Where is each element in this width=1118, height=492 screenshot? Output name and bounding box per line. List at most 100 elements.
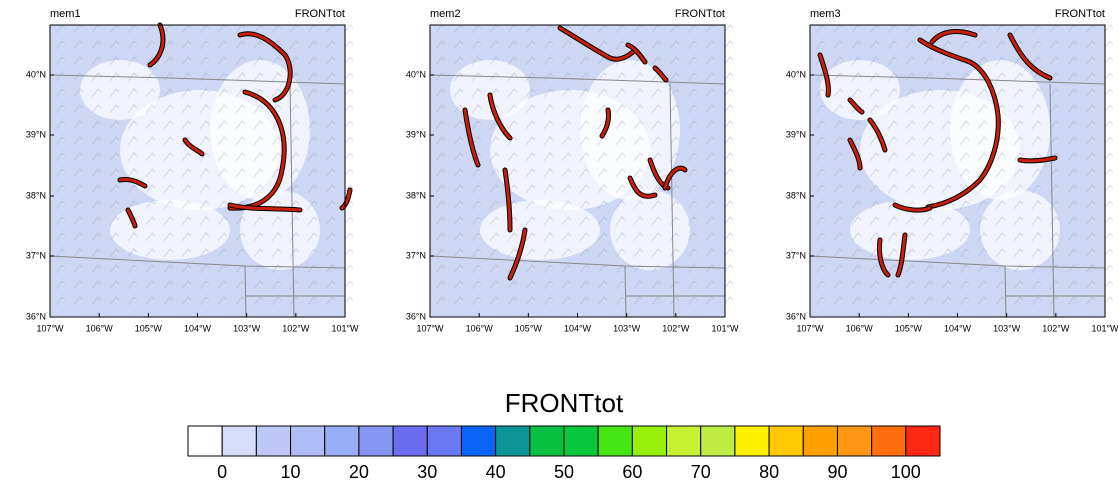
wind-barb — [73, 248, 84, 258]
wind-barb — [271, 88, 282, 98]
wind-barb — [851, 120, 862, 130]
wind-barb — [833, 152, 844, 162]
wind-barb — [289, 248, 300, 258]
wind-barb — [815, 200, 826, 210]
wind-barb — [1031, 200, 1042, 210]
lat-label: 39°N — [786, 129, 806, 139]
wind-barb — [941, 296, 952, 306]
wind-barb — [579, 88, 590, 98]
wind-barb — [325, 168, 336, 178]
wind-barb — [525, 216, 536, 226]
wind-barb — [343, 120, 354, 130]
wind-barb — [489, 232, 500, 242]
low-value-area — [580, 60, 680, 200]
wind-barb — [887, 120, 898, 130]
colorbar-box — [597, 425, 633, 457]
wind-barb — [561, 200, 572, 210]
wind-barb — [199, 56, 210, 66]
wind-barb — [235, 232, 246, 242]
wind-barb — [1013, 120, 1024, 130]
wind-barb — [91, 232, 102, 242]
wind-barb — [235, 296, 246, 306]
wind-barb — [579, 200, 590, 210]
wind-barb — [977, 152, 988, 162]
wind-barb — [73, 232, 84, 242]
wind-barb — [1085, 136, 1096, 146]
wind-barb — [597, 168, 608, 178]
wind-barb — [869, 296, 880, 306]
wind-barb — [163, 184, 174, 194]
wind-barb — [91, 56, 102, 66]
wind-barb — [869, 232, 880, 242]
wind-barb — [163, 152, 174, 162]
wind-barb — [1085, 168, 1096, 178]
wind-barb — [905, 136, 916, 146]
colorbar-label: 60 — [622, 462, 642, 482]
lat-label: 40°N — [786, 69, 806, 79]
wind-barb — [181, 56, 192, 66]
wind-barb — [633, 232, 644, 242]
wind-barb — [435, 120, 446, 130]
wind-barb — [145, 200, 156, 210]
wind-barb — [1031, 184, 1042, 194]
wind-barb — [815, 232, 826, 242]
wind-barb — [887, 280, 898, 290]
wind-barb — [453, 72, 464, 82]
wind-barb — [253, 184, 264, 194]
wind-barb — [543, 232, 554, 242]
wind-barb — [687, 152, 698, 162]
wind-barb — [199, 40, 210, 50]
state-border — [669, 83, 675, 318]
wind-barb — [307, 136, 318, 146]
wind-barb — [127, 168, 138, 178]
panel-member: mem3 — [810, 8, 841, 20]
wind-barb — [1103, 232, 1114, 242]
wind-barb — [1067, 232, 1078, 242]
wind-barb — [833, 216, 844, 226]
wind-barb — [145, 72, 156, 82]
wind-barb — [109, 56, 120, 66]
wind-barb — [1103, 248, 1114, 258]
wind-barb — [289, 104, 300, 114]
wind-barb — [127, 40, 138, 50]
front-line — [126, 208, 137, 228]
wind-barb — [489, 184, 500, 194]
wind-barb — [1103, 120, 1114, 130]
wind-barb — [525, 136, 536, 146]
wind-barb — [343, 56, 354, 66]
wind-barb — [1103, 152, 1114, 162]
wind-barb — [687, 136, 698, 146]
wind-barb — [1103, 136, 1114, 146]
wind-barb — [525, 200, 536, 210]
wind-barb — [343, 168, 354, 178]
wind-barb — [705, 56, 716, 66]
wind-barb — [453, 88, 464, 98]
wind-barb — [235, 264, 246, 274]
wind-barb — [109, 216, 120, 226]
front-line — [626, 43, 647, 64]
front-line — [848, 138, 862, 170]
wind-barb — [271, 216, 282, 226]
wind-barb — [1067, 104, 1078, 114]
front-line — [600, 108, 610, 138]
wind-barb — [73, 280, 84, 290]
wind-barb — [1067, 216, 1078, 226]
wind-barb — [561, 264, 572, 274]
wind-barb — [1085, 232, 1096, 242]
colorbar-label: 20 — [349, 462, 369, 482]
wind-barb — [289, 296, 300, 306]
wind-barb — [833, 296, 844, 306]
wind-barb — [705, 216, 716, 226]
wind-barb — [453, 56, 464, 66]
wind-barb — [217, 40, 228, 50]
wind-barb — [1085, 104, 1096, 114]
wind-barb — [199, 264, 210, 274]
wind-barb — [941, 88, 952, 98]
colorbar-box — [255, 425, 292, 457]
wind-barb — [705, 136, 716, 146]
wind-barb — [1013, 200, 1024, 210]
wind-barb — [633, 40, 644, 50]
front-line — [558, 26, 637, 61]
wind-barb — [615, 104, 626, 114]
wind-barb — [289, 152, 300, 162]
